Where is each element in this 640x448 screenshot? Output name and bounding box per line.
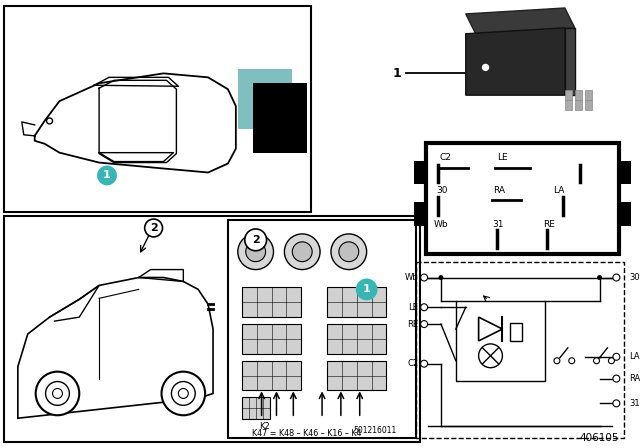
Circle shape: [420, 360, 428, 367]
Circle shape: [179, 388, 188, 398]
Bar: [327, 324, 387, 354]
Bar: [238, 69, 292, 129]
Bar: [456, 302, 545, 380]
Text: 30: 30: [436, 186, 447, 195]
Text: LA: LA: [629, 352, 640, 361]
Bar: [4, 6, 311, 212]
Text: RE: RE: [407, 319, 418, 328]
Circle shape: [284, 234, 320, 270]
Circle shape: [613, 400, 620, 407]
Text: K2: K2: [259, 422, 270, 431]
Bar: [4, 216, 420, 442]
Text: Wb: Wb: [404, 273, 418, 282]
Bar: [414, 160, 426, 185]
Text: 30: 30: [629, 273, 640, 282]
Circle shape: [292, 242, 312, 262]
Circle shape: [52, 388, 63, 398]
Bar: [253, 83, 307, 153]
Circle shape: [613, 375, 620, 382]
Text: 1: 1: [392, 67, 401, 80]
Circle shape: [420, 274, 428, 281]
Circle shape: [569, 358, 575, 364]
Bar: [585, 90, 591, 100]
Circle shape: [45, 382, 69, 405]
Bar: [426, 143, 620, 254]
Text: 1: 1: [363, 284, 371, 294]
Circle shape: [593, 358, 600, 364]
Circle shape: [145, 219, 163, 237]
Text: 31: 31: [629, 399, 640, 408]
Circle shape: [244, 229, 267, 251]
Text: C2: C2: [407, 359, 418, 368]
Polygon shape: [565, 28, 575, 95]
Bar: [575, 90, 582, 100]
Bar: [575, 100, 582, 110]
Bar: [620, 160, 631, 185]
Text: 1: 1: [103, 170, 111, 181]
Bar: [416, 262, 624, 438]
Circle shape: [36, 372, 79, 415]
Text: LA: LA: [553, 186, 564, 195]
Bar: [242, 397, 269, 419]
Text: K47 = K48 – K46 – K16 – K4: K47 = K48 – K46 – K16 – K4: [252, 429, 362, 438]
Bar: [242, 288, 301, 317]
Bar: [565, 100, 572, 110]
Circle shape: [161, 372, 205, 415]
Circle shape: [356, 279, 378, 300]
Bar: [565, 90, 572, 100]
Circle shape: [597, 275, 602, 280]
Bar: [585, 100, 591, 110]
Circle shape: [172, 382, 195, 405]
Text: 2: 2: [252, 235, 260, 245]
Circle shape: [438, 275, 444, 280]
Text: RE: RE: [543, 220, 555, 228]
Text: 501216011: 501216011: [353, 426, 396, 435]
Circle shape: [339, 242, 358, 262]
Bar: [242, 324, 301, 354]
Circle shape: [483, 65, 488, 70]
Circle shape: [420, 304, 428, 311]
Bar: [414, 202, 426, 226]
Bar: [327, 288, 387, 317]
Circle shape: [420, 321, 428, 327]
Text: 406105: 406105: [580, 433, 620, 443]
Text: LE: LE: [497, 153, 508, 162]
Text: Wb: Wb: [434, 220, 449, 228]
Text: C2: C2: [440, 153, 452, 162]
Polygon shape: [466, 8, 575, 34]
Circle shape: [97, 165, 117, 185]
Bar: [327, 361, 387, 391]
Bar: [228, 220, 416, 438]
Circle shape: [609, 358, 614, 364]
Text: RA: RA: [493, 186, 506, 195]
Circle shape: [47, 118, 52, 124]
Text: LE: LE: [408, 303, 418, 312]
Circle shape: [613, 353, 620, 360]
Bar: [510, 323, 522, 341]
Text: 2: 2: [150, 223, 157, 233]
Polygon shape: [466, 28, 565, 95]
Circle shape: [613, 274, 620, 281]
Circle shape: [246, 242, 266, 262]
Text: RA: RA: [629, 374, 640, 383]
Circle shape: [331, 234, 367, 270]
Bar: [242, 361, 301, 391]
Text: 31: 31: [493, 220, 504, 228]
Circle shape: [238, 234, 273, 270]
Circle shape: [554, 358, 560, 364]
Bar: [620, 202, 631, 226]
